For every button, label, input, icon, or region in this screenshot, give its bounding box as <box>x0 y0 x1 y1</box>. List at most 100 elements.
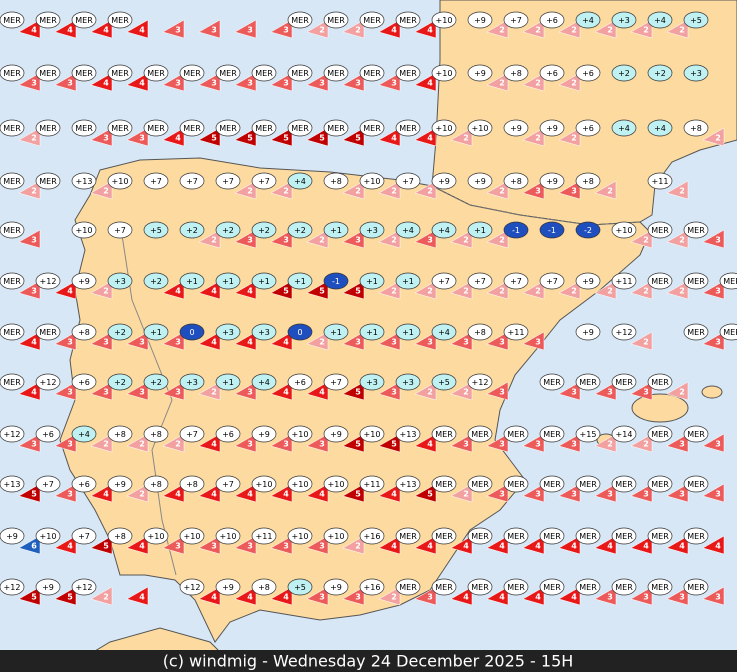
temp-label: +9 <box>474 69 486 78</box>
wind-arrow <box>234 433 257 453</box>
wind-arrow <box>342 535 365 555</box>
temp-label: +11 <box>508 328 525 337</box>
temp-label: +7 <box>222 177 234 186</box>
wind-arrow <box>18 72 41 92</box>
wind-speed: 3 <box>319 79 325 88</box>
temp-label: +10 <box>364 177 381 186</box>
wind-speed: 2 <box>643 338 649 347</box>
wind-speed: 4 <box>391 134 397 143</box>
temp-badge <box>215 373 241 391</box>
temp-label: MER <box>435 430 453 439</box>
wind-arrow <box>414 381 437 401</box>
wind-arrow <box>90 280 113 300</box>
temp-label: MER <box>75 69 93 78</box>
temp-label: +12 <box>472 378 489 387</box>
wind-speed: 3 <box>427 338 433 347</box>
wind-arrow <box>630 535 653 555</box>
temp-label: MER <box>183 69 201 78</box>
temp-label: +8 <box>114 430 126 439</box>
temp-label: MER <box>327 16 345 25</box>
wind-speed: 3 <box>31 79 37 88</box>
temp-badge <box>431 475 457 493</box>
wind-speed: 3 <box>355 236 361 245</box>
wind-speed: 5 <box>355 490 361 499</box>
temp-label: +6 <box>294 378 306 387</box>
wind-speed: 4 <box>175 134 181 143</box>
wind-arrow <box>306 72 329 92</box>
wind-speed: 2 <box>607 440 613 449</box>
temp-label: +1 <box>402 277 414 286</box>
wind-speed: 5 <box>319 287 325 296</box>
wind-speed: 4 <box>283 338 289 347</box>
wind-arrow <box>522 586 545 606</box>
wind-arrow <box>90 331 113 351</box>
wind-speed: 4 <box>175 490 181 499</box>
wind-arrow <box>378 229 401 249</box>
wind-speed: 4 <box>427 440 433 449</box>
temp-label: +10 <box>40 532 57 541</box>
temp-label: +11 <box>364 480 381 489</box>
wind-speed: 3 <box>139 338 145 347</box>
temp-label: +7 <box>222 480 234 489</box>
wind-arrow <box>486 280 509 300</box>
wind-arrow <box>306 19 329 39</box>
temp-label: +12 <box>40 277 57 286</box>
wind-speed: 3 <box>571 388 577 397</box>
temp-badge <box>359 475 385 493</box>
wind-speed: 4 <box>211 490 217 499</box>
temp-label: MER <box>327 124 345 133</box>
temp-label: +7 <box>330 378 342 387</box>
wind-speed: 4 <box>67 26 73 35</box>
wind-arrow <box>126 127 149 147</box>
temp-badge <box>71 578 97 596</box>
temp-label: MER <box>543 430 561 439</box>
temp-badge <box>215 527 241 545</box>
temp-label: +9 <box>42 583 54 592</box>
temp-badge <box>503 172 529 190</box>
temp-label: +10 <box>220 532 237 541</box>
wind-arrow <box>162 72 185 92</box>
wind-speed: 2 <box>607 287 613 296</box>
wind-speed: 4 <box>139 79 145 88</box>
temp-badge <box>287 323 313 341</box>
temp-badge <box>35 475 61 493</box>
temp-badge <box>431 425 457 443</box>
wind-speed: 4 <box>391 490 397 499</box>
temp-badge <box>503 527 529 545</box>
wind-speed: 2 <box>643 236 649 245</box>
wind-arrow <box>90 127 113 147</box>
wind-arrow <box>198 586 221 606</box>
wind-arrow <box>306 381 329 401</box>
temp-badge <box>71 425 97 443</box>
temp-badge <box>323 272 349 290</box>
wind-speed: 4 <box>319 388 325 397</box>
temp-label: MER <box>615 480 633 489</box>
temp-label: +10 <box>148 532 165 541</box>
wind-arrow <box>702 280 725 300</box>
temp-label: +10 <box>472 124 489 133</box>
wind-speed: 3 <box>643 388 649 397</box>
wind-speed: 2 <box>31 187 37 196</box>
wind-speed: 3 <box>175 338 181 347</box>
wind-arrow <box>54 19 77 39</box>
wind-speed: 2 <box>31 134 37 143</box>
wind-speed: 2 <box>499 236 505 245</box>
temp-badge <box>395 11 421 29</box>
wind-speed: 4 <box>427 79 433 88</box>
wind-speed: 2 <box>211 388 217 397</box>
wind-arrow <box>378 331 401 351</box>
temp-label: MER <box>543 532 561 541</box>
temp-label: MER <box>399 532 417 541</box>
wind-speed: 4 <box>247 287 253 296</box>
temp-label: +5 <box>150 226 162 235</box>
temp-badge <box>539 475 565 493</box>
wind-arrow <box>234 280 257 300</box>
temp-label: MER <box>615 378 633 387</box>
temp-label: MER <box>399 16 417 25</box>
temp-badge <box>647 119 673 137</box>
temp-label: -1 <box>512 226 520 235</box>
temp-label: +9 <box>222 583 234 592</box>
wind-arrow <box>54 381 77 401</box>
wind-speed: 4 <box>283 593 289 602</box>
wind-arrow <box>270 72 293 92</box>
